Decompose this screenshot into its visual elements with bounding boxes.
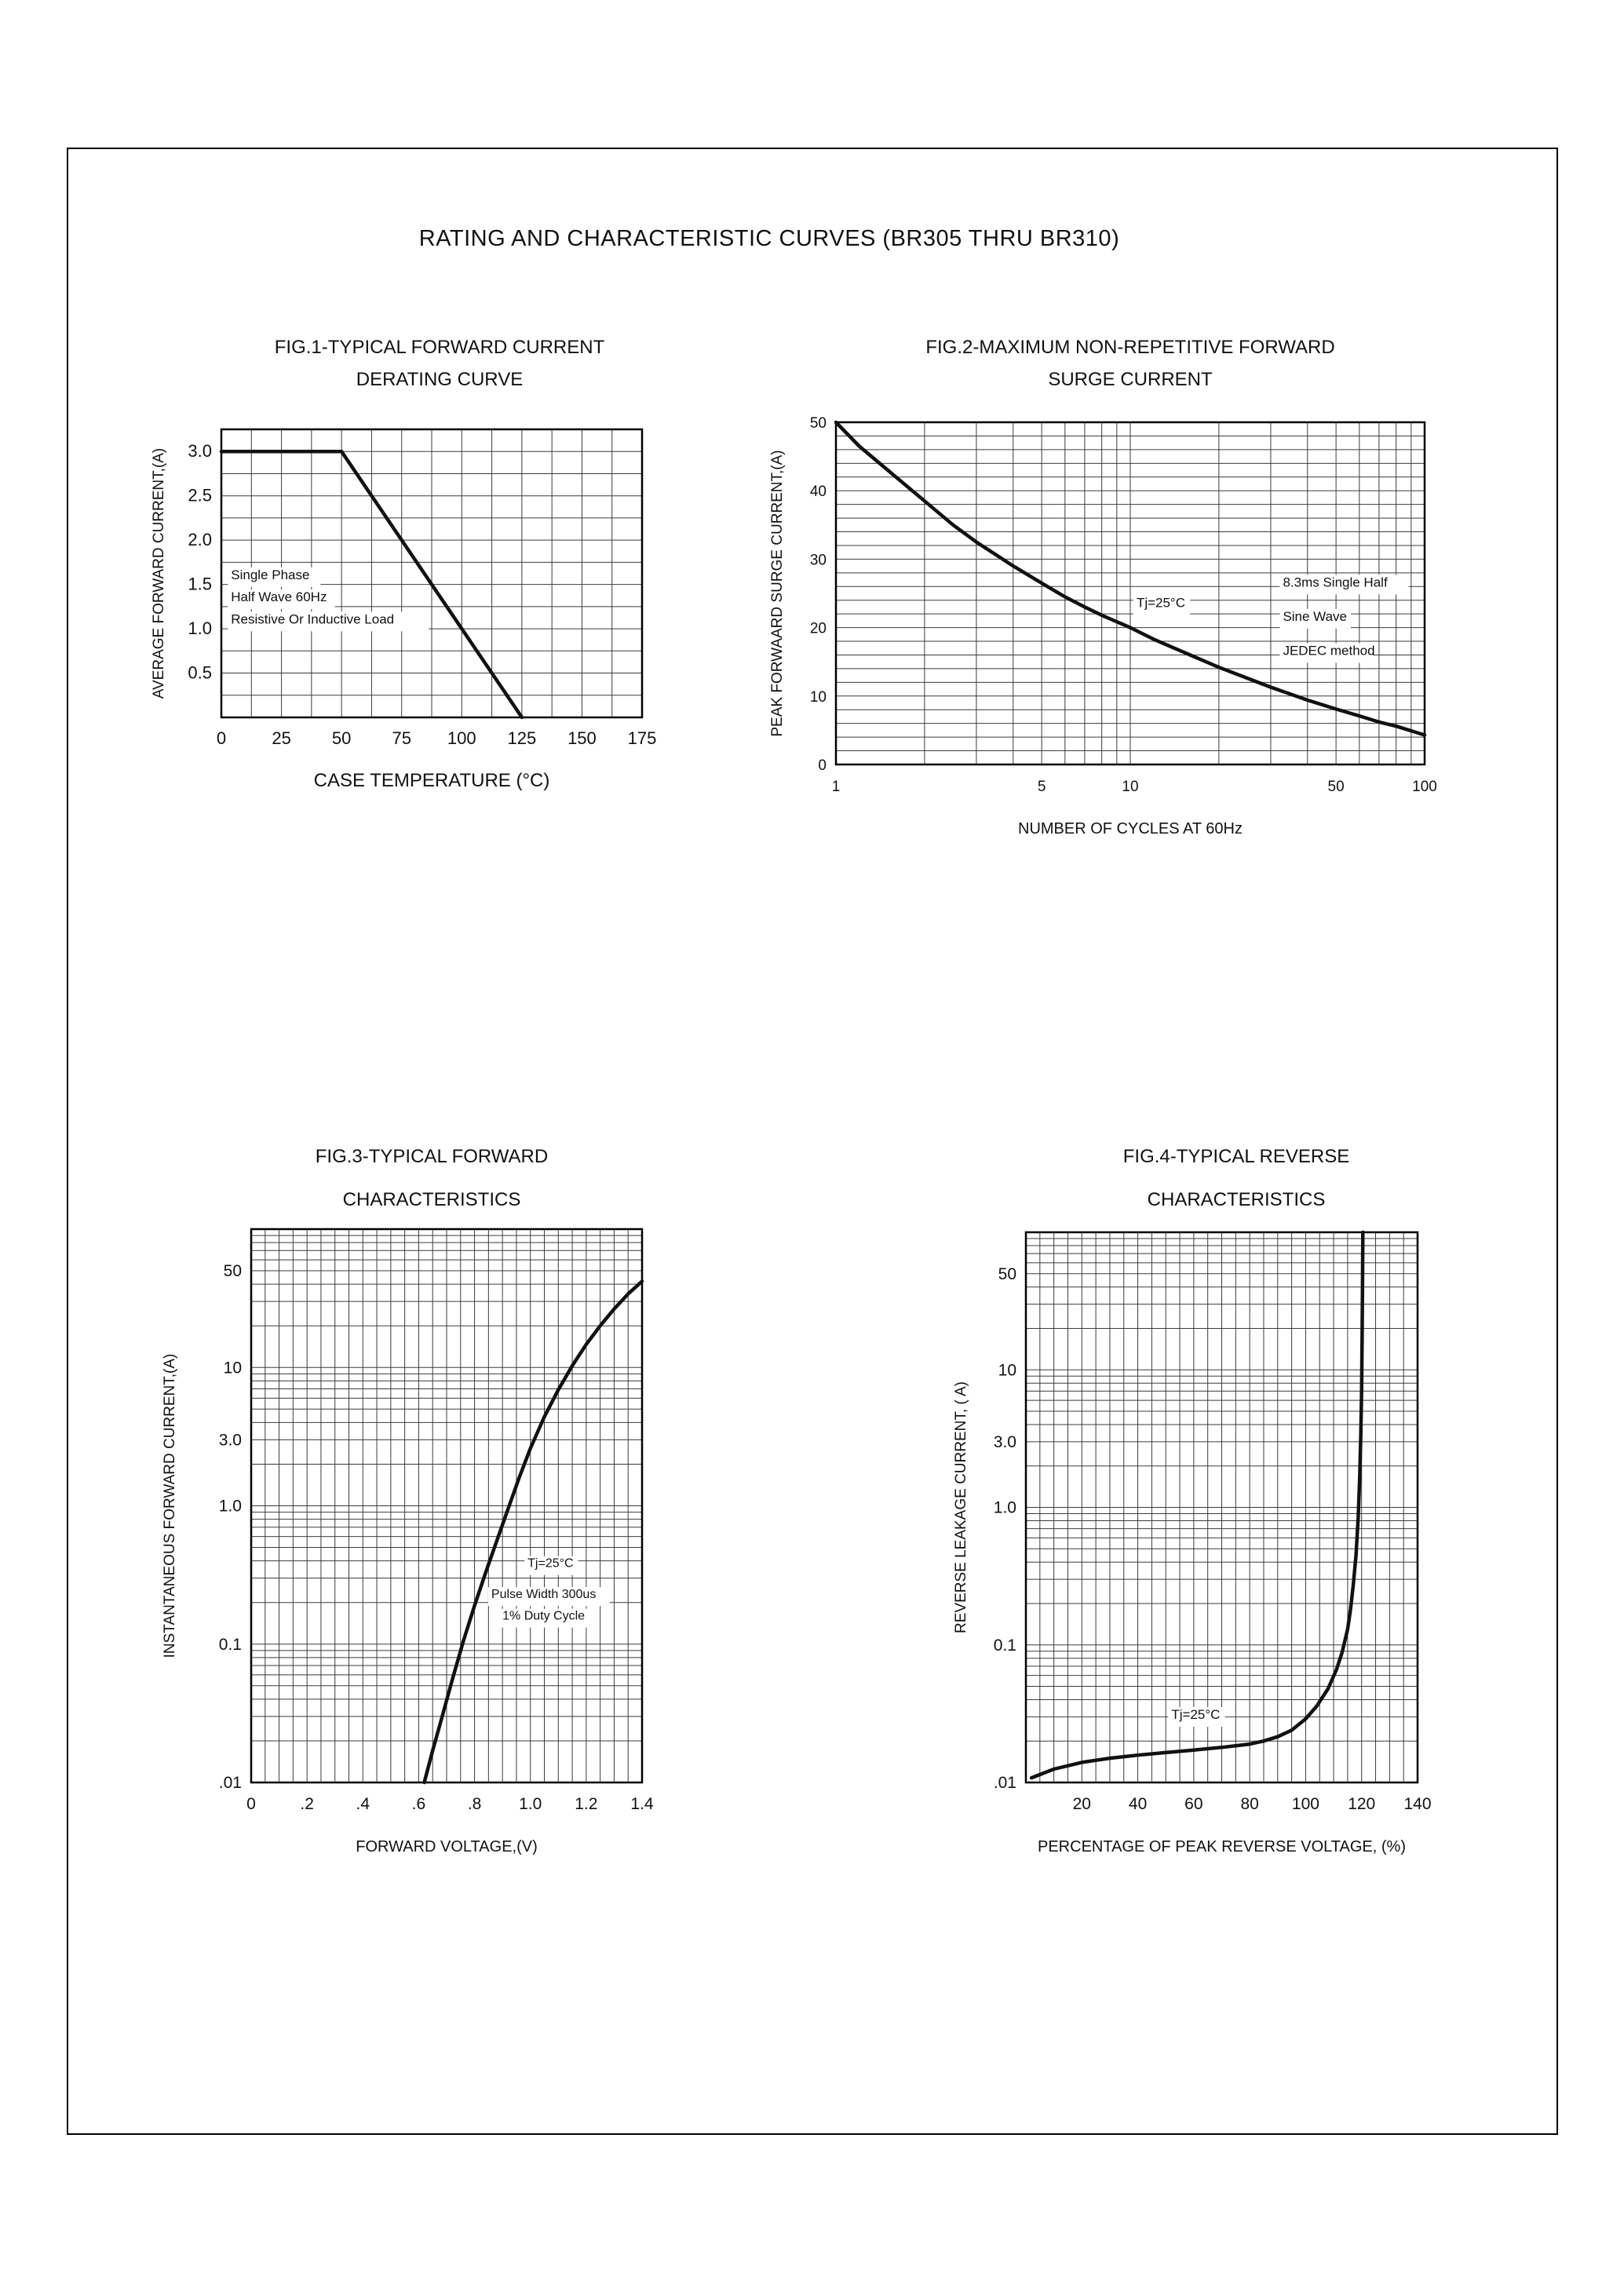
curve-surge-current [834, 420, 1427, 737]
svg-text:20: 20 [1073, 1795, 1091, 1813]
figure-2-title: FIG.2-MAXIMUM NON-REPETITIVE FORWARD SUR… [769, 332, 1491, 396]
svg-text:.01: .01 [994, 1774, 1016, 1792]
svg-text:2.0: 2.0 [188, 530, 212, 549]
svg-text:Tj=25°C: Tj=25°C [1171, 1707, 1220, 1722]
figure-4-title: FIG.4-TYPICAL REVERSE CHARACTERISTICS [930, 1135, 1542, 1221]
curve-forward-characteristic [422, 1279, 644, 1785]
svg-text:10: 10 [998, 1362, 1016, 1380]
svg-text:60: 60 [1184, 1795, 1202, 1813]
page-border [67, 148, 1558, 2135]
svg-text:1.0: 1.0 [219, 1498, 242, 1516]
svg-text:75: 75 [392, 728, 411, 748]
curve-forward-current-derating [219, 449, 524, 719]
page-title: RATING AND CHARACTERISTIC CURVES (BR305 … [418, 226, 1120, 251]
svg-text:80: 80 [1240, 1795, 1258, 1813]
figure-3: FIG.3-TYPICAL FORWARD CHARACTERISTICS 0.… [141, 1135, 722, 1868]
figure-1-title-line2: DERATING CURVE [356, 368, 524, 390]
svg-text:50: 50 [332, 728, 351, 748]
svg-text:175: 175 [628, 728, 657, 748]
svg-text:.6: .6 [412, 1795, 426, 1813]
svg-text:1.5: 1.5 [188, 574, 212, 593]
svg-text:JEDEC method: JEDEC method [1283, 643, 1374, 658]
svg-text:1: 1 [832, 779, 841, 795]
svg-text:AVERAGE FORWARD CURRENT,(A): AVERAGE FORWARD CURRENT,(A) [151, 447, 167, 699]
svg-text:Tj=25°C: Tj=25°C [1137, 595, 1185, 610]
figure-1-title-line1: FIG.1-TYPICAL FORWARD CURRENT [274, 337, 605, 358]
svg-text:1.0: 1.0 [519, 1795, 542, 1813]
svg-text:0.5: 0.5 [188, 662, 212, 682]
svg-text:8.3ms Single Half: 8.3ms Single Half [1283, 575, 1388, 589]
svg-text:1.0: 1.0 [188, 618, 212, 638]
svg-text:CASE TEMPERATURE (°C): CASE TEMPERATURE (°C) [314, 770, 550, 791]
svg-text:2.5: 2.5 [188, 485, 212, 505]
figure-1-chart: 0 25 50 75 100 125 150 175 0.5 1.0 1.5 2.0 2.5 3.0 CAS… [151, 428, 657, 791]
svg-text:1.2: 1.2 [575, 1795, 597, 1813]
svg-text:PEAK FORWAARD SURGE CURRENT,(A: PEAK FORWAARD SURGE CURRENT,(A) [769, 450, 786, 736]
svg-text:50: 50 [1328, 779, 1345, 795]
svg-text:50: 50 [224, 1262, 242, 1280]
svg-text:10: 10 [224, 1359, 242, 1377]
svg-text:0: 0 [246, 1795, 256, 1813]
figure-4-chart: 20 40 60 80 100 120 140 50 10 3.0 1.0 0.1 .01 PERCENT… [953, 1231, 1432, 1855]
figure-3-title-line1: FIG.3-TYPICAL FORWARD [315, 1146, 549, 1167]
svg-text:5: 5 [1038, 779, 1046, 795]
svg-text:100: 100 [1292, 1795, 1319, 1813]
svg-text:INSTANTANEOUS FORWARD CURRENT,: INSTANTANEOUS FORWARD CURRENT,(A) [162, 1354, 178, 1658]
svg-text:.01: .01 [219, 1774, 242, 1792]
svg-text:NUMBER OF CYCLES AT 60Hz: NUMBER OF CYCLES AT 60Hz [1018, 820, 1243, 837]
figure-2: FIG.2-MAXIMUM NON-REPETITIVE FORWARD SUR… [769, 332, 1491, 855]
svg-text:50: 50 [810, 415, 827, 432]
svg-text:0: 0 [818, 757, 827, 774]
figure-2-title-line2: SURGE CURRENT [1048, 368, 1213, 390]
svg-text:25: 25 [272, 728, 290, 748]
figure-4-title-line1: FIG.4-TYPICAL REVERSE [1122, 1146, 1350, 1167]
svg-text:3.0: 3.0 [994, 1433, 1016, 1451]
svg-text:PERCENTAGE OF PEAK REVERSE VOL: PERCENTAGE OF PEAK REVERSE VOLTAGE, (%) [1038, 1838, 1406, 1855]
svg-text:3.0: 3.0 [188, 441, 212, 461]
figure-3-title: FIG.3-TYPICAL FORWARD CHARACTERISTICS [141, 1135, 722, 1221]
figure-2-title-line1: FIG.2-MAXIMUM NON-REPETITIVE FORWARD [925, 337, 1335, 358]
svg-text:.8: .8 [468, 1795, 482, 1813]
svg-text:Tj=25°C: Tj=25°C [527, 1557, 573, 1571]
svg-text:.4: .4 [356, 1795, 370, 1813]
svg-text:100: 100 [447, 728, 476, 748]
figure-4-title-line2: CHARACTERISTICS [1147, 1189, 1326, 1211]
svg-text:140: 140 [1403, 1795, 1431, 1813]
svg-text:1.4: 1.4 [630, 1795, 654, 1813]
svg-text:3.0: 3.0 [219, 1432, 242, 1450]
figure-1: FIG.1-TYPICAL FORWARD CURRENT DERATING C… [118, 332, 761, 808]
figure-3-title-line2: CHARACTERISTICS [342, 1189, 521, 1211]
svg-text:20: 20 [810, 620, 827, 637]
svg-text:40: 40 [810, 483, 827, 500]
svg-text:30: 30 [810, 552, 827, 568]
svg-text:125: 125 [507, 728, 536, 748]
svg-text:Pulse Width 300us: Pulse Width 300us [491, 1589, 596, 1602]
svg-text:FORWARD VOLTAGE,(V): FORWARD VOLTAGE,(V) [356, 1838, 538, 1855]
svg-text:Sine Wave: Sine Wave [1283, 608, 1347, 623]
svg-text:Half Wave 60Hz: Half Wave 60Hz [231, 589, 327, 604]
figure-1-title: FIG.1-TYPICAL FORWARD CURRENT DERATING C… [118, 332, 761, 396]
svg-text:0.1: 0.1 [219, 1636, 242, 1654]
svg-text:10: 10 [1122, 779, 1138, 795]
svg-text:1% Duty Cycle: 1% Duty Cycle [502, 1610, 585, 1623]
figure-2-chart: 1 5 10 50 100 0 10 20 30 40 50 NUMBER OF CYCLES AT … [769, 415, 1437, 837]
svg-text:REVERSE LEAKAGE CURRENT, ( A): REVERSE LEAKAGE CURRENT, ( A) [953, 1381, 969, 1633]
svg-text:1.0: 1.0 [994, 1499, 1016, 1517]
svg-text:100: 100 [1412, 779, 1437, 795]
svg-text:0: 0 [217, 728, 226, 748]
svg-text:10: 10 [810, 688, 827, 705]
svg-text:.2: .2 [300, 1795, 314, 1813]
svg-text:150: 150 [567, 728, 597, 748]
figure-3-chart: 0 .2 .4 .6 .8 1.0 1.2 1.4 50 10 3.0 1.0 0.1 .01 FORWAR… [162, 1228, 654, 1855]
svg-text:40: 40 [1129, 1795, 1147, 1813]
svg-text:Single Phase: Single Phase [231, 567, 309, 582]
svg-text:0.1: 0.1 [994, 1636, 1016, 1655]
figure-4: FIG.4-TYPICAL REVERSE CHARACTERISTICS 20… [930, 1135, 1542, 1868]
curve-reverse-leakage [1029, 1231, 1365, 1780]
svg-text:Resistive Or Inductive Load: Resistive Or Inductive Load [231, 611, 394, 626]
svg-text:50: 50 [998, 1265, 1016, 1283]
svg-text:120: 120 [1348, 1795, 1375, 1813]
